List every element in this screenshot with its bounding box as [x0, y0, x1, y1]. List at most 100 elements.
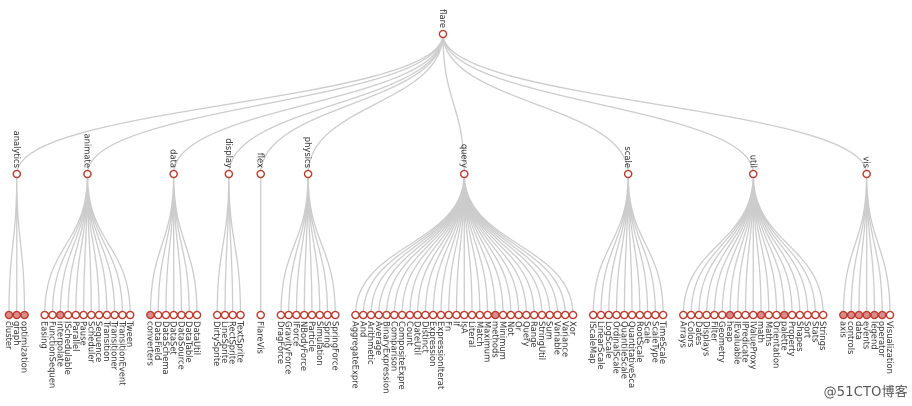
node-query-aggregateexpre-circle[interactable] [351, 310, 360, 320]
node-vis-axis-circle[interactable] [839, 310, 848, 320]
node-display-circle[interactable] [224, 169, 234, 179]
node-physics-springforce-circle[interactable] [330, 310, 340, 320]
node-util-geometry[interactable]: Geometry [717, 310, 727, 363]
node-scale-rootscale-circle[interactable] [635, 310, 645, 320]
node-animate-scheduler-circle[interactable] [87, 310, 96, 320]
node-util-colors-circle[interactable] [686, 310, 696, 320]
node-animate-tween[interactable]: Tween [125, 310, 135, 347]
node-data-datautil[interactable]: DataUtil [192, 310, 202, 355]
node-flex[interactable]: flex [256, 153, 266, 179]
node-animate-functionsequen-circle[interactable] [48, 310, 57, 320]
node-data-datautil-circle[interactable] [192, 310, 202, 320]
node-util-filter-circle[interactable] [710, 310, 719, 320]
node-query-literal[interactable]: Literal [467, 310, 477, 347]
node-query-xor-circle[interactable] [568, 310, 578, 320]
node-util-arrays-circle[interactable] [679, 310, 688, 320]
node-scale-iscalemap-circle[interactable] [588, 310, 598, 320]
node-animate-pause-circle[interactable] [79, 310, 88, 320]
node-vis-controls-circle[interactable] [846, 310, 856, 320]
node-query-sum-circle[interactable] [545, 310, 555, 320]
node-display[interactable]: display [224, 138, 234, 179]
node-vis-axis[interactable]: axis [838, 310, 848, 338]
node-util-math-circle[interactable] [756, 310, 766, 320]
node-query-distinct-circle[interactable] [421, 310, 430, 320]
node-animate-tween-circle[interactable] [125, 310, 135, 320]
node-data-dataset-circle[interactable] [169, 310, 179, 320]
node-query-fn-circle[interactable] [444, 310, 454, 320]
node-util-displays-circle[interactable] [702, 310, 711, 320]
node-flex-flarevis[interactable]: FlareVis [256, 310, 266, 354]
node-scale-quantitativesca[interactable]: QuantitativeSca [627, 310, 637, 388]
node-physics-circle[interactable] [303, 169, 313, 179]
node-flare[interactable]: flare [438, 9, 448, 39]
node-util-ievaluable-circle[interactable] [733, 310, 743, 320]
node-physics-springforce[interactable]: SpringForce [330, 310, 340, 371]
node-data-dataschema-circle[interactable] [161, 310, 171, 320]
node-query-or-circle[interactable] [514, 310, 523, 320]
node-query-arithmetic-circle[interactable] [366, 310, 376, 320]
node-util-strings-circle[interactable] [818, 310, 828, 320]
node-animate-interpolate-circle[interactable] [55, 310, 65, 320]
node-util[interactable]: util [748, 155, 758, 179]
node-vis-data-circle[interactable] [854, 310, 864, 320]
node-query-average[interactable]: Average [374, 310, 384, 355]
node-query-methods[interactable]: methods [490, 310, 500, 358]
node-util-property[interactable]: Property [787, 310, 797, 356]
node-query-variable-circle[interactable] [553, 310, 562, 320]
node-query-match-circle[interactable] [475, 310, 485, 320]
node-scale-linearscale-circle[interactable] [596, 310, 606, 320]
node-query[interactable]: query [459, 144, 469, 179]
node-analytics-graph-circle[interactable] [12, 310, 22, 320]
node-query-not-circle[interactable] [506, 310, 516, 320]
node-query-dateutil-circle[interactable] [413, 310, 422, 320]
node-animate-easing-circle[interactable] [40, 310, 50, 320]
node-util-palette-circle[interactable] [780, 310, 789, 320]
node-util-stats-circle[interactable] [811, 310, 820, 320]
node-util-orientation-circle[interactable] [772, 310, 781, 320]
node-flare-circle[interactable] [438, 29, 448, 39]
node-util-maths-circle[interactable] [764, 310, 774, 320]
node-physics[interactable]: physics [303, 137, 313, 179]
node-scale-scale[interactable]: Scale [643, 310, 653, 344]
node-query-average-circle[interactable] [374, 310, 384, 320]
node-query-count-circle[interactable] [405, 310, 415, 320]
node-animate-transitionevent[interactable]: TransitionEvent [117, 310, 127, 386]
node-util-sort-circle[interactable] [803, 310, 812, 320]
node-vis[interactable]: vis [862, 156, 872, 179]
node-util-dates[interactable]: Dates [694, 310, 704, 345]
node-scale[interactable]: scale [623, 146, 633, 179]
node-query-expressioniterat-circle[interactable] [436, 310, 446, 320]
node-query-methods-circle[interactable] [491, 310, 500, 320]
node-data[interactable]: data [169, 149, 179, 179]
node-analytics-optimization[interactable]: optimization [20, 310, 30, 373]
node-query-binaryexpression-circle[interactable] [382, 310, 391, 320]
node-vis-operator-circle[interactable] [877, 310, 887, 320]
node-display-dirtysprite-circle[interactable] [212, 310, 222, 320]
node-analytics-circle[interactable] [12, 169, 22, 179]
node-display-textsprite[interactable]: TextSprite [236, 310, 246, 363]
node-query-if-circle[interactable] [452, 310, 461, 320]
node-scale-scale-circle[interactable] [643, 310, 652, 320]
node-data-datafield-circle[interactable] [153, 310, 163, 320]
node-util-shapes-circle[interactable] [795, 310, 805, 320]
node-vis-visualization-circle[interactable] [885, 310, 895, 320]
node-util-strings[interactable]: Strings [818, 310, 828, 350]
node-query-compositeexpre-circle[interactable] [397, 310, 407, 320]
node-query-maximum-circle[interactable] [483, 310, 492, 320]
node-animate-circle[interactable] [83, 169, 92, 179]
node-data-converters-circle[interactable] [146, 310, 155, 320]
node-display-textsprite-circle[interactable] [236, 310, 245, 320]
node-animate-transitioner-circle[interactable] [110, 310, 119, 320]
node-analytics-optimization-circle[interactable] [20, 310, 29, 320]
node-query-minimum-circle[interactable] [498, 310, 508, 320]
node-analytics-cluster-circle[interactable] [4, 310, 14, 320]
node-vis-legend-circle[interactable] [870, 310, 879, 320]
node-query-comparison-circle[interactable] [390, 310, 399, 320]
node-data-datasource-circle[interactable] [177, 310, 186, 320]
node-data-datatable-circle[interactable] [184, 310, 194, 320]
node-animate-ischedulable-circle[interactable] [63, 310, 73, 320]
node-query-literal-circle[interactable] [467, 310, 477, 320]
node-vis-circle[interactable] [862, 169, 871, 179]
node-scale-timescale-circle[interactable] [658, 310, 668, 320]
node-physics-nbodyforce-circle[interactable] [299, 310, 309, 320]
